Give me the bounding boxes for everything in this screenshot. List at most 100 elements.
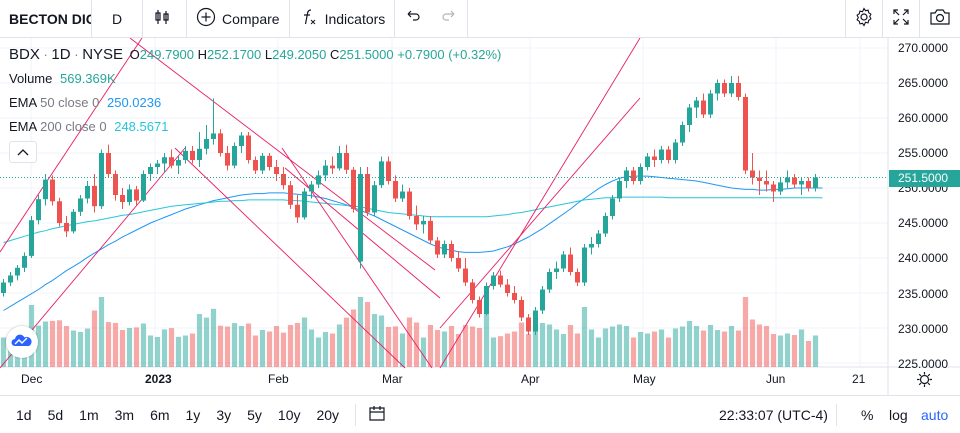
legend-open: 249.7900 bbox=[139, 47, 195, 62]
volume-bar bbox=[728, 326, 735, 367]
plus-circle-icon bbox=[196, 7, 222, 30]
candle-body bbox=[799, 181, 804, 185]
bottom-toolbar: 1d 5d 1m 3m 6m 1y 3y 5y 10y 20y 22:33:07… bbox=[0, 395, 960, 433]
fullscreen-button[interactable] bbox=[882, 0, 919, 38]
goto-date-button[interactable] bbox=[368, 404, 386, 425]
compare-button[interactable]: Compare bbox=[187, 0, 290, 38]
log-toggle[interactable]: log bbox=[889, 406, 908, 423]
range-button[interactable]: 6m bbox=[150, 406, 170, 423]
chart-style-button[interactable] bbox=[143, 0, 187, 38]
candle-body bbox=[638, 167, 643, 181]
candle-body bbox=[764, 181, 769, 185]
range-button[interactable]: 1d bbox=[16, 406, 32, 423]
volume-bar bbox=[294, 323, 301, 367]
redo-icon bbox=[440, 7, 458, 30]
time-label: 2023 bbox=[145, 372, 172, 386]
range-button[interactable]: 10y bbox=[277, 406, 301, 423]
volume-bar bbox=[742, 297, 749, 367]
volume-bar bbox=[371, 314, 378, 367]
axis-settings-button[interactable] bbox=[916, 371, 933, 393]
clock-time[interactable]: 22:33:07 (UTC-4) bbox=[719, 406, 828, 423]
settings-icon bbox=[854, 6, 874, 32]
range-button[interactable]: 5y bbox=[247, 406, 262, 423]
undo-button[interactable] bbox=[395, 0, 431, 38]
candle-body bbox=[400, 191, 405, 199]
volume-bar bbox=[91, 310, 98, 367]
range-button[interactable]: 1m bbox=[79, 406, 99, 423]
redo-button[interactable] bbox=[431, 0, 469, 38]
volume-bar bbox=[700, 330, 707, 367]
volume-bar bbox=[385, 327, 392, 367]
candle-body bbox=[722, 83, 727, 94]
snapshot-button[interactable] bbox=[919, 0, 960, 38]
candle-body bbox=[106, 153, 111, 174]
calendar-icon bbox=[368, 406, 386, 425]
volume-bar bbox=[539, 323, 546, 367]
price-label: 260.0000 bbox=[898, 111, 949, 125]
volume-bar bbox=[476, 328, 483, 367]
candle-body bbox=[596, 233, 601, 244]
legend-ema50[interactable]: EMA 50 close 0 250.0236 bbox=[9, 95, 161, 110]
volume-bar bbox=[399, 333, 406, 367]
candle-body bbox=[204, 139, 209, 149]
volume-bar bbox=[357, 297, 364, 367]
candle-body bbox=[78, 198, 83, 212]
candle-body bbox=[435, 240, 440, 255]
candle-body bbox=[491, 275, 496, 286]
legend-ema200[interactable]: EMA 200 close 0 248.5671 bbox=[9, 119, 168, 134]
legend-open-label: O bbox=[129, 47, 140, 62]
candle-body bbox=[99, 153, 104, 207]
interval-button[interactable]: D bbox=[92, 0, 143, 38]
range-button[interactable]: 3y bbox=[216, 406, 232, 423]
legend-collapse-button[interactable] bbox=[9, 141, 37, 163]
volume-bar bbox=[70, 330, 77, 367]
volume-label: Volume bbox=[9, 71, 53, 86]
volume-bar bbox=[133, 327, 140, 367]
candle-body bbox=[603, 216, 608, 234]
candle-body bbox=[302, 191, 307, 218]
candle-body bbox=[274, 167, 279, 174]
range-button[interactable]: 1y bbox=[185, 406, 201, 423]
legend-exchange: NYSE bbox=[82, 46, 124, 63]
range-button[interactable]: 20y bbox=[316, 406, 340, 423]
candle-body bbox=[386, 161, 391, 181]
volume-bar bbox=[266, 331, 273, 367]
volume-bar bbox=[679, 326, 686, 367]
candle-body bbox=[666, 149, 671, 160]
legend-volume[interactable]: Volume 569.369K bbox=[9, 71, 116, 86]
candle-body bbox=[652, 156, 657, 160]
indicators-button[interactable]: Indicators bbox=[290, 0, 396, 38]
percent-toggle[interactable]: % bbox=[861, 406, 874, 423]
legend-interval: 1D bbox=[51, 46, 71, 63]
volume-bar bbox=[770, 334, 777, 367]
volume-bar bbox=[231, 323, 238, 367]
auto-toggle[interactable]: auto bbox=[921, 406, 949, 423]
symbol-search-button[interactable]: BECTON DIC bbox=[0, 0, 92, 38]
range-button[interactable]: 5d bbox=[47, 406, 64, 423]
candle-body bbox=[519, 300, 524, 318]
volume-bar bbox=[623, 326, 630, 367]
candle-body bbox=[330, 165, 335, 169]
ema-lines bbox=[3, 175, 823, 311]
candle-body bbox=[43, 179, 48, 200]
candle-body bbox=[771, 184, 776, 192]
candle-body bbox=[22, 255, 27, 268]
ema50-params: 50 close 0 bbox=[40, 95, 100, 110]
ema200-value: 248.5671 bbox=[114, 119, 169, 134]
volume-bar bbox=[518, 322, 525, 367]
volume-bar bbox=[280, 332, 287, 367]
volume-bar bbox=[161, 329, 168, 367]
sun-settings-icon bbox=[916, 372, 933, 392]
volume-bar bbox=[252, 335, 259, 367]
range-button[interactable]: 3m bbox=[114, 406, 135, 423]
volume-bar bbox=[595, 337, 602, 367]
price-chart[interactable] bbox=[0, 38, 960, 395]
candle-body bbox=[575, 272, 580, 283]
candle-body bbox=[148, 167, 153, 174]
tradingview-logo[interactable] bbox=[6, 326, 38, 358]
settings-button[interactable] bbox=[845, 0, 882, 38]
volume-bar bbox=[616, 324, 623, 367]
candle-body bbox=[239, 135, 244, 146]
volume-bar bbox=[336, 324, 343, 367]
candle-body bbox=[715, 83, 720, 94]
